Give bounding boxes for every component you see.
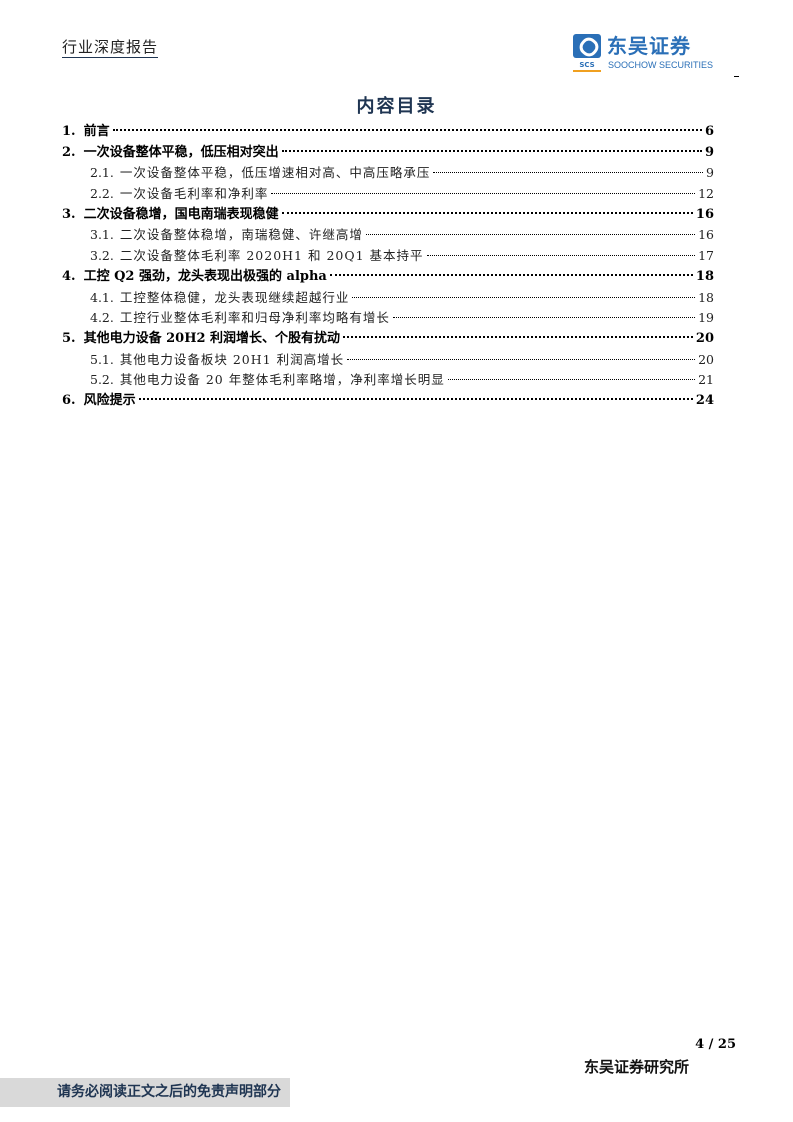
- toc-entry-number: 1.: [62, 124, 76, 139]
- logo-cn: 东吴证券: [607, 34, 691, 58]
- toc-entry-page: 24: [695, 392, 714, 408]
- page-number: 4 / 25: [695, 1037, 736, 1052]
- toc-entry-text: 一次设备整体平稳，低压相对突出: [83, 144, 279, 160]
- toc-entry-page: 20: [698, 351, 714, 367]
- toc-entry[interactable]: 5.2. 其他电力设备 20 年整体毛利率略增，净利率增长明显 21: [62, 370, 714, 391]
- toc-entry-page: 20: [695, 330, 714, 346]
- toc-entry-page: 9: [704, 144, 714, 160]
- toc-entry-text: 工控整体稳健，龙头表现继续超越行业: [119, 289, 350, 305]
- toc-entry-page: 12: [698, 186, 714, 202]
- soochow-logo: SCS 东吴证券 SOOCHOW SECURITIES: [573, 34, 738, 74]
- toc-entry[interactable]: 6. 风险提示 24: [62, 391, 714, 412]
- toc-entry[interactable]: 5. 其他电力设备 20H2 利润增长、个股有扰动 20: [62, 329, 714, 350]
- toc-entry-number: 5.1.: [90, 351, 114, 367]
- toc-leader-dots: [138, 397, 693, 400]
- toc-entry-number: 3.: [62, 206, 76, 222]
- toc-entry-number: 6.: [62, 392, 76, 408]
- toc-entry[interactable]: 2.2. 一次设备毛利率和净利率 12: [62, 184, 714, 205]
- toc-leader-dots: [352, 296, 696, 298]
- toc-entry-text: 其他电力设备 20 年整体毛利率略增，净利率增长明显: [119, 372, 445, 388]
- toc-entry-page: 17: [698, 248, 714, 264]
- toc-entry-text: 一次设备毛利率和净利率: [119, 186, 269, 202]
- toc-leader-dots: [281, 211, 693, 214]
- toc-leader-dots: [392, 317, 696, 319]
- toc-entry-text: 二次设备稳增，国电南瑞表现稳健: [83, 206, 279, 222]
- logo-scs: SCS: [573, 61, 601, 72]
- toc-entry[interactable]: 3. 二次设备稳增，国电南瑞表现稳健 16: [62, 205, 714, 226]
- toc-entry[interactable]: 2. 一次设备整体平稳，低压相对突出 9: [62, 143, 714, 164]
- toc-leader-dots: [112, 129, 702, 131]
- institute-name: 东吴证券研究所: [584, 1058, 690, 1076]
- toc-leader-dots: [329, 273, 693, 276]
- logo-mark-icon: [573, 34, 601, 58]
- toc-entry[interactable]: 4. 工控 Q2 强劲，龙头表现出极强的 alpha 18: [62, 267, 714, 288]
- toc-entry-number: 4.2.: [90, 310, 114, 326]
- disclaimer-box: 请务必阅读正文之后的免责声明部分: [0, 1078, 290, 1107]
- toc-entry-page: 16: [698, 227, 714, 243]
- toc-entry-number: 2.1.: [90, 165, 114, 181]
- toc-entry-text: 其他电力设备板块 20H1 利润高增长: [119, 351, 345, 367]
- toc-entry-text: 其他电力设备 20H2 利润增长、个股有扰动: [83, 330, 341, 346]
- toc-leader-dots: [281, 149, 702, 152]
- toc-entry[interactable]: 5.1. 其他电力设备板块 20H1 利润高增长 20: [62, 350, 714, 371]
- toc-leader-dots: [433, 172, 704, 174]
- table-of-contents: 1. 前言 6 2. 一次设备整体平稳，低压相对突出 9 2.1. 一次设备整体平稳，低压增速…: [62, 122, 714, 412]
- toc-entry[interactable]: 4.2. 工控行业整体毛利率和归母净利率均略有增长 19: [62, 308, 714, 329]
- toc-leader-dots: [271, 193, 696, 195]
- toc-entry-page: 16: [695, 206, 714, 222]
- toc-entry[interactable]: 1. 前言 6: [62, 122, 714, 143]
- toc-entry-text: 风险提示: [83, 392, 136, 408]
- header-mark: [734, 76, 739, 77]
- toc-entry-text: 二次设备整体毛利率 2020H1 和 20Q1 基本持平: [119, 248, 424, 264]
- disclaimer-text: 请务必阅读正文之后的免责声明部分: [57, 1084, 281, 1100]
- toc-entry[interactable]: 4.1. 工控整体稳健，龙头表现继续超越行业 18: [62, 288, 714, 309]
- toc-leader-dots: [347, 358, 696, 360]
- toc-entry-number: 2.: [62, 144, 76, 160]
- toc-title: 内容目录: [356, 96, 437, 117]
- report-type-label: 行业深度报告: [62, 38, 159, 58]
- toc-entry-text: 前言: [83, 124, 110, 139]
- toc-entry-number: 4.: [62, 268, 76, 284]
- toc-entry-text: 工控行业整体毛利率和归母净利率均略有增长: [119, 310, 390, 326]
- toc-entry[interactable]: 3.2. 二次设备整体毛利率 2020H1 和 20Q1 基本持平 17: [62, 246, 714, 267]
- toc-entry-number: 2.2.: [90, 186, 114, 202]
- logo-en: SOOCHOW SECURITIES: [608, 60, 714, 70]
- toc-leader-dots: [426, 255, 696, 257]
- toc-entry-text: 二次设备整体稳增，南瑞稳健、许继高增: [119, 227, 363, 243]
- toc-leader-dots: [343, 335, 693, 338]
- toc-leader-dots: [365, 234, 696, 236]
- toc-entry-number: 4.1.: [90, 289, 114, 305]
- toc-entry-text: 工控 Q2 强劲，龙头表现出极强的 alpha: [83, 268, 327, 284]
- toc-entry-number: 5.: [62, 330, 76, 346]
- toc-entry[interactable]: 3.1. 二次设备整体稳增，南瑞稳健、许继高增 16: [62, 225, 714, 246]
- toc-entry-number: 3.2.: [90, 248, 114, 264]
- toc-entry-page: 9: [706, 165, 714, 181]
- toc-entry-page: 18: [698, 289, 714, 305]
- toc-entry[interactable]: 2.1. 一次设备整体平稳，低压增速相对高、中高压略承压 9: [62, 163, 714, 184]
- toc-entry-number: 3.1.: [90, 227, 114, 243]
- toc-entry-page: 6: [704, 124, 714, 139]
- toc-entry-text: 一次设备整体平稳，低压增速相对高、中高压略承压: [119, 165, 431, 181]
- toc-entry-page: 19: [698, 310, 714, 326]
- toc-entry-number: 5.2.: [90, 372, 114, 388]
- toc-entry-page: 21: [698, 372, 714, 388]
- toc-leader-dots: [447, 379, 696, 381]
- toc-entry-page: 18: [695, 268, 714, 284]
